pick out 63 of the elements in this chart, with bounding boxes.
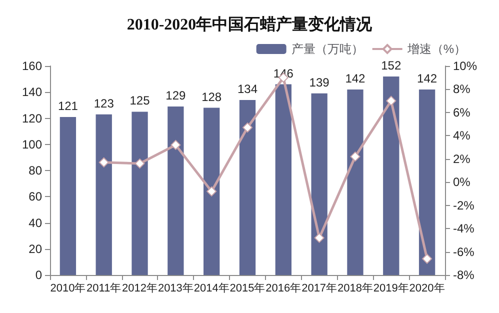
- point: [350, 152, 360, 162]
- x-tick-label: 2015年: [230, 282, 266, 294]
- point: [242, 122, 252, 133]
- y-tick-label: 140: [22, 85, 42, 100]
- y-tick-label: 120: [22, 111, 42, 126]
- bar: [132, 112, 148, 275]
- legend-label: 产量（万吨）: [291, 42, 364, 56]
- y2-tick-label: -8%: [453, 268, 475, 282]
- bar: [347, 90, 364, 275]
- point: [134, 158, 145, 169]
- y2-tick-label: 6%: [453, 105, 471, 120]
- y-tick-label: 100: [22, 137, 42, 152]
- x-tick-label: 2014年: [194, 282, 230, 294]
- y2-tick-label: 8%: [453, 82, 471, 96]
- data-label: 128: [202, 90, 222, 104]
- y-tick-label: 80: [28, 164, 42, 178]
- x-tick-label: 2012年: [122, 282, 158, 294]
- bar: [96, 114, 112, 275]
- data-label: 121: [58, 98, 78, 113]
- bar: [275, 84, 292, 275]
- data-label: 129: [166, 88, 186, 102]
- data-label: 142: [417, 72, 438, 86]
- point: [170, 140, 181, 150]
- y-tick-label: 160: [22, 59, 42, 73]
- x-tick-label: 2018年: [337, 282, 373, 294]
- x-tick-label: 2011年: [86, 282, 122, 294]
- y2-tick-label: -2%: [453, 198, 475, 212]
- x-tick-label: 2017年: [302, 282, 338, 294]
- y2-tick-label: -6%: [453, 244, 475, 259]
- y2-tick-label: 0%: [453, 175, 471, 190]
- bar: [311, 93, 328, 275]
- y2-tick-label: 2%: [453, 152, 471, 166]
- y2-tick-label: -4%: [453, 222, 475, 236]
- bar: [418, 90, 436, 275]
- point: [206, 186, 217, 196]
- data-label: 139: [309, 75, 330, 90]
- bar: [383, 76, 400, 275]
- point: [386, 96, 396, 106]
- data-label: 142: [345, 72, 366, 86]
- y-tick-label: 20: [28, 242, 42, 256]
- bar: [204, 108, 220, 275]
- x-tick-label: 2016年: [266, 282, 302, 294]
- bar: [168, 106, 184, 275]
- x-tick-label: 2020年: [409, 282, 445, 294]
- point: [314, 232, 324, 243]
- data-label: 125: [130, 94, 150, 108]
- point: [422, 254, 432, 264]
- bar: [239, 100, 256, 275]
- chart-title: 2010-2020年中国石蜡产量变化情况: [126, 16, 374, 34]
- point: [98, 157, 109, 168]
- data-label: 152: [381, 58, 402, 72]
- x-tick-label: 2019年: [373, 282, 409, 294]
- y-tick-label: 60: [28, 190, 42, 204]
- y-tick-label: 40: [28, 216, 42, 230]
- y2-tick-label: 4%: [453, 128, 471, 143]
- x-tick-label: 2010年: [50, 282, 86, 294]
- data-label: 134: [237, 82, 258, 96]
- legend-label: 增速（%）: [406, 42, 466, 56]
- bar: [60, 116, 76, 275]
- y-tick-label: 0: [35, 268, 42, 282]
- data-label: 123: [94, 96, 114, 110]
- x-tick-label: 2013年: [158, 282, 194, 294]
- y2-tick-label: 10%: [453, 59, 478, 73]
